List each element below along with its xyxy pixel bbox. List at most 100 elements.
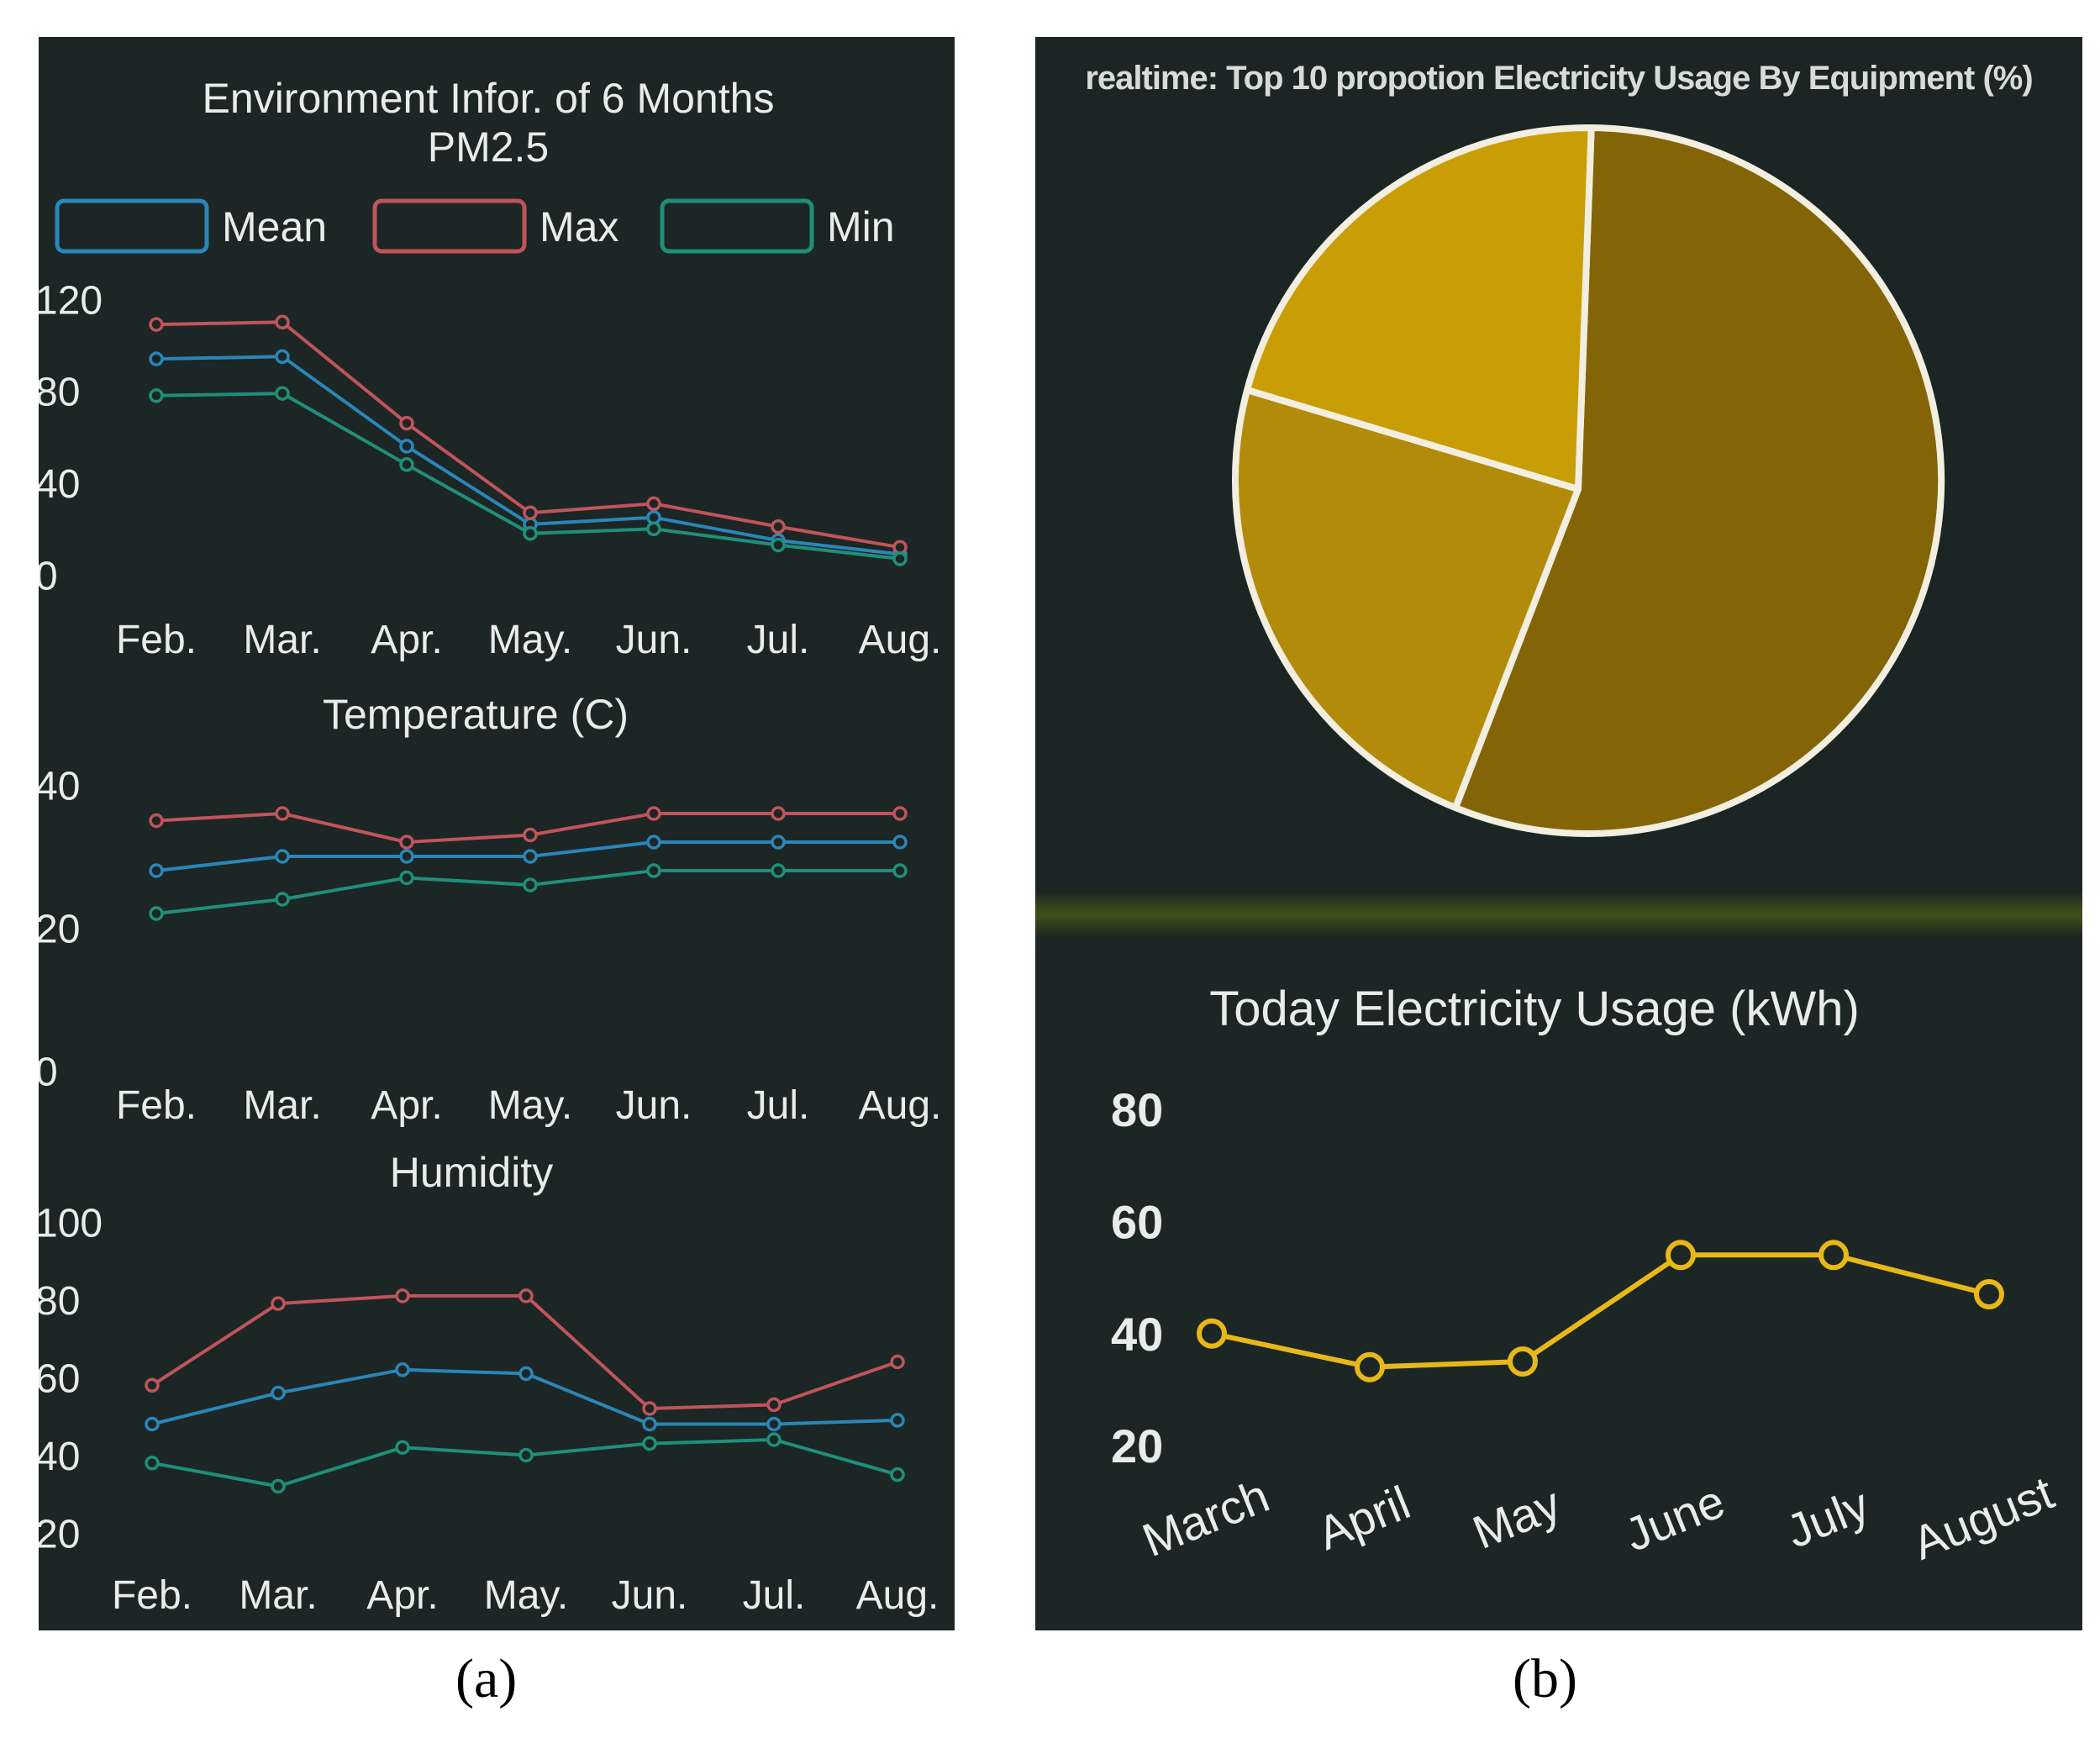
data-point-usage: [1197, 1318, 1227, 1349]
data-point-max: [771, 806, 786, 821]
x-tick-label: Feb.: [116, 1083, 197, 1128]
data-point-max: [518, 1288, 534, 1304]
x-tick-label: Mar.: [239, 1573, 317, 1618]
panel-a-svg: Environment Infor. of 6 Months Mean Max Mi…: [39, 75, 942, 1618]
data-point-mean: [646, 835, 661, 850]
y-tick-label: 40: [1111, 1308, 1163, 1361]
data-point-min: [275, 386, 290, 401]
chart-title: Humidity: [390, 1149, 553, 1196]
data-point-mean: [275, 849, 290, 864]
x-tick-label: Apr.: [371, 618, 442, 662]
data-point-mean: [766, 1416, 782, 1432]
y-tick-label: 80: [39, 1279, 80, 1324]
equipment-pie-chart: realtime: Top 10 propotion Electricity U…: [1085, 60, 2034, 837]
data-point-max: [892, 540, 908, 555]
legend-label-mean: Mean: [222, 203, 327, 250]
data-point-max: [275, 806, 290, 821]
y-tick-label: 100: [39, 1201, 103, 1246]
env-title: Environment Infor. of 6 Months: [203, 75, 775, 122]
data-point-mean: [771, 835, 786, 850]
x-tick-label: May.: [488, 1083, 572, 1128]
panel-b: realtime: Top 10 propotion Electricity U…: [1035, 37, 2082, 1630]
data-point-usage: [1355, 1351, 1385, 1382]
data-point-min: [771, 863, 786, 878]
data-point-max: [149, 813, 164, 829]
data-point-max: [766, 1397, 782, 1413]
pie-title: realtime: Top 10 propotion Electricity U…: [1085, 60, 2032, 97]
data-point-min: [646, 521, 661, 537]
data-point-max: [399, 835, 414, 850]
data-point-usage: [1818, 1240, 1849, 1271]
data-point-max: [149, 317, 164, 332]
data-point-min: [892, 863, 908, 878]
data-point-mean: [149, 863, 164, 878]
y-tick-label: 20: [1111, 1419, 1163, 1472]
data-point-min: [523, 526, 538, 541]
data-point-max: [271, 1296, 286, 1311]
series-line-min: [155, 869, 900, 915]
x-tick-label: Mar.: [243, 618, 321, 662]
y-tick-label: 40: [39, 1435, 80, 1479]
legend-label-max: Max: [539, 203, 618, 250]
y-tick-label: 40: [39, 764, 80, 808]
legend-label-min: Min: [827, 203, 895, 250]
data-point-min: [892, 551, 908, 566]
data-point-min: [149, 906, 164, 921]
temperature-chart: Temperature (C) 0 20 40 Feb. Mar. Apr. May. Jun.…: [39, 691, 941, 1128]
x-tick-label: June: [1618, 1474, 1732, 1562]
y-tick-label: 0: [39, 554, 58, 598]
x-tick-label: Aug.: [859, 618, 942, 662]
data-point-min: [646, 863, 661, 878]
y-tick-label: 40: [39, 462, 80, 507]
x-tick-label: Apr.: [366, 1573, 438, 1618]
data-point-max: [771, 519, 786, 535]
data-point-mean: [890, 1413, 905, 1428]
data-point-mean: [271, 1385, 286, 1401]
y-tick-label: 20: [39, 907, 80, 951]
x-tick-label: Jun.: [612, 1573, 688, 1618]
data-point-mean: [523, 849, 538, 864]
y-tick-label: 0: [39, 1050, 58, 1094]
caption-a: (a): [455, 1648, 518, 1709]
data-point-max: [523, 827, 538, 843]
data-point-mean: [399, 849, 414, 864]
data-point-max: [642, 1401, 657, 1416]
legend: Mean Max Min: [55, 198, 895, 254]
card-divider: [1035, 891, 2082, 938]
chart-title: Today Electricity Usage (kWh): [1209, 982, 1860, 1036]
series-line-min: [151, 1438, 898, 1488]
chart-title: Temperature (C): [323, 691, 629, 738]
x-tick-label: Jul.: [747, 618, 810, 662]
data-point-min: [523, 877, 538, 893]
data-point-min: [399, 457, 414, 472]
data-point-max: [646, 496, 661, 512]
data-point-max: [523, 505, 538, 520]
x-tick-label: March: [1135, 1469, 1276, 1567]
data-point-min: [766, 1432, 782, 1447]
x-tick-label: Jul.: [743, 1573, 806, 1618]
data-point-mean: [518, 1366, 534, 1382]
caption-b: (b): [1513, 1648, 1577, 1709]
x-tick-label: Jul.: [747, 1083, 810, 1128]
panel-b-svg: realtime: Top 10 propotion Electricity U…: [1085, 60, 2061, 1570]
data-point-max: [395, 1288, 410, 1304]
x-tick-label: May.: [484, 1573, 568, 1618]
x-tick-label: Feb.: [116, 618, 197, 662]
y-tick-label: 120: [39, 278, 103, 323]
x-tick-label: July: [1779, 1477, 1876, 1558]
data-point-min: [145, 1456, 160, 1471]
data-point-max: [892, 806, 908, 821]
data-point-usage: [1666, 1240, 1696, 1271]
chart-title: PM2.5: [428, 124, 550, 171]
humidity-chart: Humidity 20 40 60 80 100 Feb. Mar. Apr. May. Jun. J…: [39, 1149, 939, 1618]
data-point-usage: [1974, 1279, 2004, 1309]
data-point-mean: [149, 351, 164, 366]
series-line-max: [150, 1293, 898, 1410]
data-point-min: [642, 1435, 657, 1451]
x-tick-label: Aug.: [856, 1573, 939, 1618]
legend-swatch-mean: [55, 198, 209, 254]
data-point-max: [399, 415, 414, 431]
y-tick-label: 80: [1111, 1083, 1163, 1136]
x-tick-label: May: [1466, 1477, 1568, 1559]
x-tick-label: April: [1310, 1476, 1417, 1560]
